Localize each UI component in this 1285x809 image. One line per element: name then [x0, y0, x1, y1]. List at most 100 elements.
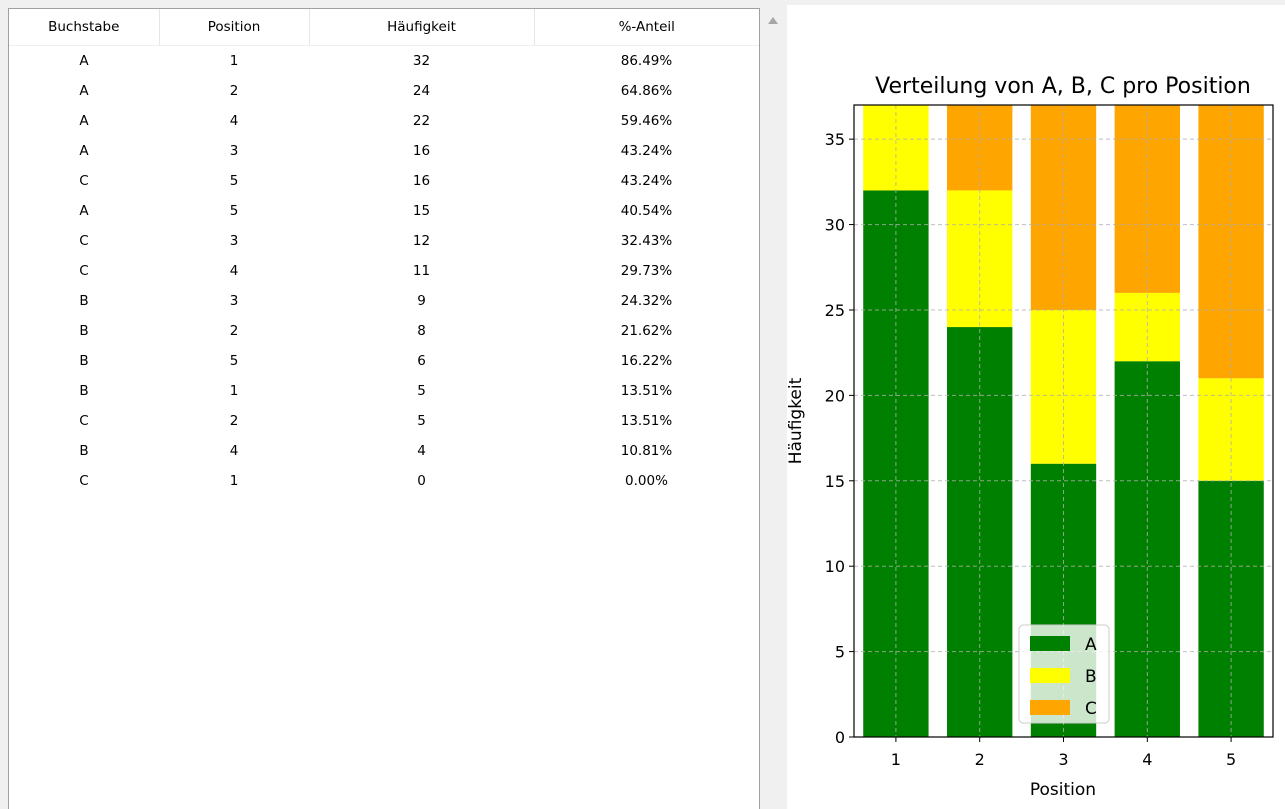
cell-position: 1: [229, 383, 239, 399]
x-tick-label: 4: [1142, 750, 1152, 769]
y-axis-label: Häufigkeit: [787, 377, 806, 464]
column-header-anteil[interactable]: %-Anteil: [534, 9, 759, 46]
table-header-row: Buchstabe Position Häufigkeit %-Anteil: [9, 9, 759, 46]
column-header-position[interactable]: Position: [159, 9, 310, 46]
cell-haeufigkeit: 5: [417, 383, 426, 399]
legend-swatch-a: [1030, 636, 1070, 651]
cell-position: 2: [229, 413, 239, 429]
cell-buchstabe: B: [79, 353, 89, 369]
table-row[interactable]: B 1 5 13.51%: [9, 376, 759, 406]
table-row[interactable]: B 3 9 24.32%: [9, 286, 759, 316]
table-row[interactable]: B 5 6 16.22%: [9, 346, 759, 376]
cell-buchstabe: B: [79, 293, 89, 309]
cell-haeufigkeit: 0: [417, 473, 426, 489]
cell-haeufigkeit: 22: [412, 113, 431, 129]
cell-haeufigkeit: 4: [417, 443, 426, 459]
cell-anteil: 29.73%: [620, 263, 673, 279]
cell-buchstabe: C: [79, 233, 89, 249]
cell-haeufigkeit: 15: [412, 203, 431, 219]
table-row[interactable]: C 2 5 13.51%: [9, 406, 759, 436]
cell-anteil: 10.81%: [620, 443, 673, 459]
column-header-buchstabe[interactable]: Buchstabe: [9, 9, 160, 46]
table-row[interactable]: A 4 22 59.46%: [9, 106, 759, 136]
cell-buchstabe: A: [79, 53, 89, 69]
cell-haeufigkeit: 11: [412, 263, 431, 279]
cell-position: 4: [229, 113, 239, 129]
results-table: Buchstabe Position Häufigkeit %-Anteil A…: [9, 9, 759, 496]
cell-haeufigkeit: 6: [417, 353, 426, 369]
cell-anteil: 43.24%: [620, 143, 673, 159]
y-tick-label: 20: [825, 386, 845, 405]
cell-anteil: 40.54%: [620, 203, 673, 219]
y-tick-label: 15: [825, 472, 845, 491]
legend-swatch-b: [1030, 668, 1070, 683]
cell-haeufigkeit: 9: [417, 293, 426, 309]
cell-buchstabe: B: [79, 443, 89, 459]
legend-swatch-c: [1030, 700, 1070, 715]
cell-position: 3: [229, 233, 239, 249]
cell-anteil: 21.62%: [620, 323, 673, 339]
table-row[interactable]: C 3 12 32.43%: [9, 226, 759, 256]
table-row[interactable]: C 5 16 43.24%: [9, 166, 759, 196]
cell-anteil: 24.32%: [620, 293, 673, 309]
cell-haeufigkeit: 16: [412, 173, 431, 189]
table-row[interactable]: A 2 24 64.86%: [9, 76, 759, 106]
y-tick-label: 5: [835, 643, 845, 662]
results-table-panel: Buchstabe Position Häufigkeit %-Anteil A…: [8, 8, 760, 809]
cell-buchstabe: A: [79, 83, 89, 99]
cell-haeufigkeit: 12: [412, 233, 431, 249]
cell-anteil: 86.49%: [620, 53, 673, 69]
cell-buchstabe: C: [79, 263, 89, 279]
cell-anteil: 0.00%: [625, 473, 668, 489]
y-tick-label: 25: [825, 301, 845, 320]
cell-position: 3: [229, 143, 239, 159]
table-row[interactable]: C 4 11 29.73%: [9, 256, 759, 286]
vertical-scrollbar[interactable]: [762, 8, 784, 809]
cell-haeufigkeit: 5: [417, 413, 426, 429]
cell-buchstabe: C: [79, 413, 89, 429]
cell-anteil: 32.43%: [620, 233, 673, 249]
table-row[interactable]: A 3 16 43.24%: [9, 136, 759, 166]
cell-anteil: 13.51%: [620, 413, 673, 429]
table-body: A 1 32 86.49% A 2 24 64.86% A 4 22 59.46% A 3 16 43.24%…: [9, 46, 759, 497]
cell-anteil: 64.86%: [620, 83, 673, 99]
y-tick-label: 35: [825, 130, 845, 149]
x-tick-label: 1: [891, 750, 901, 769]
cell-position: 5: [229, 203, 239, 219]
cell-buchstabe: B: [79, 323, 89, 339]
cell-position: 3: [229, 293, 239, 309]
x-tick-label: 2: [975, 750, 985, 769]
cell-position: 5: [229, 353, 239, 369]
chart-panel: 0 5 10 15 20 25 30 35 1 2 3 4 5 Verteilung von A, B, …: [787, 5, 1285, 809]
cell-position: 1: [229, 473, 239, 489]
cell-buchstabe: A: [79, 143, 89, 159]
chart-title: Verteilung von A, B, C pro Position: [875, 74, 1251, 99]
table-row[interactable]: A 1 32 86.49%: [9, 46, 759, 77]
table-row[interactable]: B 2 8 21.62%: [9, 316, 759, 346]
cell-haeufigkeit: 16: [412, 143, 431, 159]
cell-position: 2: [229, 323, 239, 339]
cell-anteil: 13.51%: [620, 383, 673, 399]
scroll-up-arrow-icon[interactable]: [768, 17, 778, 24]
x-tick-label: 3: [1058, 750, 1068, 769]
cell-haeufigkeit: 32: [412, 53, 431, 69]
legend-label-b: B: [1085, 667, 1097, 687]
cell-position: 1: [229, 53, 239, 69]
cell-position: 2: [229, 83, 239, 99]
cell-position: 5: [229, 173, 239, 189]
table-row[interactable]: C 1 0 0.00%: [9, 466, 759, 496]
legend-label-a: A: [1085, 635, 1097, 655]
cell-anteil: 16.22%: [620, 353, 673, 369]
table-row[interactable]: A 5 15 40.54%: [9, 196, 759, 226]
cell-buchstabe: A: [79, 113, 89, 129]
cell-buchstabe: C: [79, 173, 89, 189]
y-tick-label: 30: [825, 216, 845, 235]
table-row[interactable]: B 4 4 10.81%: [9, 436, 759, 466]
x-axis-label: Position: [1030, 780, 1096, 800]
cell-position: 4: [229, 263, 239, 279]
cell-haeufigkeit: 24: [412, 83, 431, 99]
x-tick-label: 5: [1226, 750, 1236, 769]
stacked-bar-chart: 0 5 10 15 20 25 30 35 1 2 3 4 5 Verteilung von A, B, …: [787, 74, 1274, 800]
column-header-haeufigkeit[interactable]: Häufigkeit: [309, 9, 535, 46]
cell-position: 4: [229, 443, 239, 459]
